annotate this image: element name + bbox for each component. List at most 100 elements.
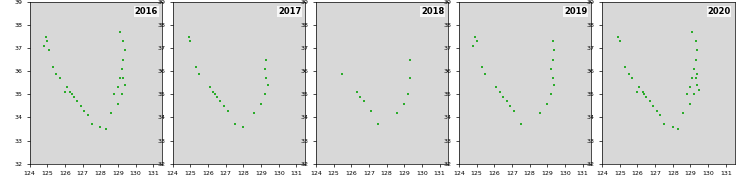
Point [98, 121, 110, 124]
Point [508, 123, 519, 126]
Point [470, 50, 482, 53]
Point [120, 102, 132, 105]
Point [670, 122, 682, 125]
Point [625, 93, 637, 96]
Point [680, 120, 692, 123]
Point [397, 36, 409, 39]
Point [37, 31, 49, 33]
Point [693, 94, 705, 97]
Point [403, 110, 415, 113]
Point [80, 120, 92, 123]
Point [236, 126, 248, 129]
Point [503, 124, 515, 127]
Point [367, 84, 378, 87]
Point [211, 126, 223, 129]
Point [677, 123, 689, 126]
Point [116, 63, 128, 66]
Point [484, 97, 496, 100]
Point [115, 42, 127, 45]
Point [342, 76, 354, 78]
Point [188, 33, 200, 36]
Point [95, 161, 107, 164]
Point [33, 24, 45, 27]
Point [474, 72, 486, 75]
Point [617, 52, 628, 55]
Point [568, 124, 580, 127]
Point [548, 48, 560, 51]
Point [536, 124, 548, 127]
Point [257, 31, 269, 34]
Point [236, 118, 248, 121]
Point [213, 103, 225, 106]
Point [610, 138, 622, 141]
Point [333, 63, 345, 66]
Point [41, 50, 53, 53]
Point [143, 92, 155, 95]
Point [42, 51, 54, 54]
Point [248, 111, 260, 114]
Point [481, 107, 493, 110]
Point [277, 57, 289, 60]
Point [715, 84, 727, 87]
Point [473, 62, 485, 65]
Point [36, 19, 47, 22]
Point [42, 47, 54, 50]
Point [384, 122, 395, 125]
Point [562, 97, 574, 100]
Point [533, 119, 545, 122]
Point [321, 38, 333, 41]
Point [550, 94, 562, 97]
Point [393, 29, 404, 32]
Point [252, 118, 263, 121]
Point [325, 40, 337, 43]
Point [108, 124, 119, 127]
Point [620, 68, 631, 71]
Point [338, 50, 350, 53]
Point [401, 10, 413, 13]
Point [626, 112, 637, 115]
Point [262, 54, 274, 57]
Point [176, 17, 188, 20]
Point [180, 60, 192, 63]
Point [335, 96, 347, 99]
Point [175, 16, 187, 19]
Point [610, 148, 622, 151]
Point [395, 118, 407, 121]
Point [44, 68, 56, 71]
Point [523, 110, 535, 113]
Point [97, 117, 109, 120]
Point [262, 56, 274, 59]
Point [484, 101, 496, 104]
Point [546, 72, 558, 75]
Point [56, 104, 68, 107]
Point [640, 130, 651, 133]
Point [51, 99, 63, 102]
Point [387, 118, 398, 121]
Point [528, 118, 539, 121]
Point [119, 57, 131, 60]
Point [227, 122, 239, 125]
Point [665, 61, 677, 64]
Point [712, 124, 723, 127]
Point [252, 117, 264, 120]
Point [407, 81, 418, 84]
Point [117, 115, 129, 118]
Point [232, 121, 243, 124]
Point [232, 54, 243, 57]
Point [84, 120, 96, 123]
Point [542, 117, 554, 120]
Point [114, 28, 125, 31]
Point [689, 63, 700, 66]
Point [227, 122, 239, 125]
Point [376, 123, 388, 126]
Point [618, 30, 630, 33]
Point [247, 89, 259, 92]
Point [179, 12, 191, 15]
Point [416, 17, 427, 20]
Point [117, 35, 129, 38]
Point [121, 82, 133, 85]
Point [623, 106, 634, 109]
Point [260, 96, 272, 99]
Point [234, 121, 246, 124]
Point [689, 64, 701, 67]
